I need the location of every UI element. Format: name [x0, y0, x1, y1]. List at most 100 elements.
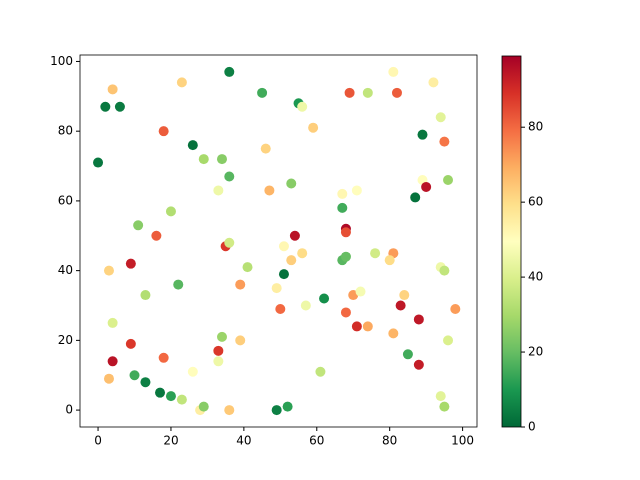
point: [216, 154, 227, 165]
point: [187, 140, 198, 151]
point: [344, 87, 355, 98]
point: [125, 338, 136, 349]
point: [187, 366, 198, 377]
point: [198, 154, 209, 165]
point: [439, 401, 450, 412]
x-tick-label: 80: [382, 434, 397, 448]
point: [173, 279, 184, 290]
point: [213, 185, 224, 196]
point: [155, 387, 166, 398]
point: [275, 303, 286, 314]
point: [213, 345, 224, 356]
point: [271, 405, 282, 416]
point: [384, 255, 395, 266]
point: [443, 174, 454, 185]
point: [351, 321, 362, 332]
point: [103, 265, 114, 276]
y-tick-label: 0: [65, 403, 73, 417]
point: [450, 303, 461, 314]
point: [300, 300, 311, 311]
point: [439, 265, 450, 276]
point: [216, 331, 227, 342]
point: [165, 206, 176, 217]
axes-frame: [79, 54, 478, 428]
point: [388, 328, 399, 339]
point: [140, 290, 151, 301]
point: [257, 87, 268, 98]
point: [362, 321, 373, 332]
point: [402, 349, 413, 360]
point: [224, 66, 235, 77]
point: [198, 401, 209, 412]
x-tick-label: 100: [451, 434, 474, 448]
point: [319, 293, 330, 304]
x-tick-label: 40: [236, 434, 251, 448]
point: [282, 401, 293, 412]
point: [260, 143, 271, 154]
point: [428, 77, 439, 88]
point: [297, 248, 308, 259]
point: [224, 237, 235, 248]
colorbar-tick-label: 80: [528, 120, 543, 134]
point: [103, 373, 114, 384]
point: [362, 87, 373, 98]
y-tick-label: 20: [58, 333, 73, 347]
point: [435, 112, 446, 123]
point: [286, 255, 297, 266]
colorbar-tick-label: 40: [528, 270, 543, 284]
colorbar-tick-label: 0: [528, 420, 536, 434]
colorbar: [501, 55, 522, 428]
point: [107, 317, 118, 328]
point: [140, 377, 151, 388]
point: [165, 391, 176, 402]
point: [297, 101, 308, 112]
y-tick-label: 80: [58, 124, 73, 138]
point: [388, 66, 399, 77]
point: [413, 314, 424, 325]
point: [224, 405, 235, 416]
point: [158, 352, 169, 363]
point: [308, 122, 319, 133]
point: [158, 126, 169, 137]
point: [421, 181, 432, 192]
point: [337, 202, 348, 213]
point: [107, 84, 118, 95]
point: [264, 185, 275, 196]
colorbar-tick-label: 60: [528, 195, 543, 209]
point: [435, 391, 446, 402]
point: [410, 192, 421, 203]
point: [413, 359, 424, 370]
point: [213, 356, 224, 367]
y-tick-label: 100: [50, 54, 73, 68]
point: [176, 77, 187, 88]
x-tick-label: 20: [163, 434, 178, 448]
point: [355, 286, 366, 297]
colorbar-tick-label: 20: [528, 345, 543, 359]
point: [286, 178, 297, 189]
point: [129, 370, 140, 381]
point: [443, 335, 454, 346]
point: [351, 185, 362, 196]
point: [242, 262, 253, 273]
point: [439, 136, 450, 147]
point: [235, 279, 246, 290]
point: [289, 230, 300, 241]
point: [315, 366, 326, 377]
point: [278, 241, 289, 252]
point: [340, 251, 351, 262]
point: [278, 269, 289, 280]
point: [224, 171, 235, 182]
point: [271, 283, 282, 294]
point: [133, 220, 144, 231]
y-tick-label: 40: [58, 263, 73, 277]
point: [417, 129, 428, 140]
point: [340, 307, 351, 318]
point: [107, 356, 118, 367]
point: [337, 188, 348, 199]
point: [125, 258, 136, 269]
point: [176, 394, 187, 405]
point: [151, 230, 162, 241]
point: [370, 248, 381, 259]
point: [93, 157, 104, 168]
